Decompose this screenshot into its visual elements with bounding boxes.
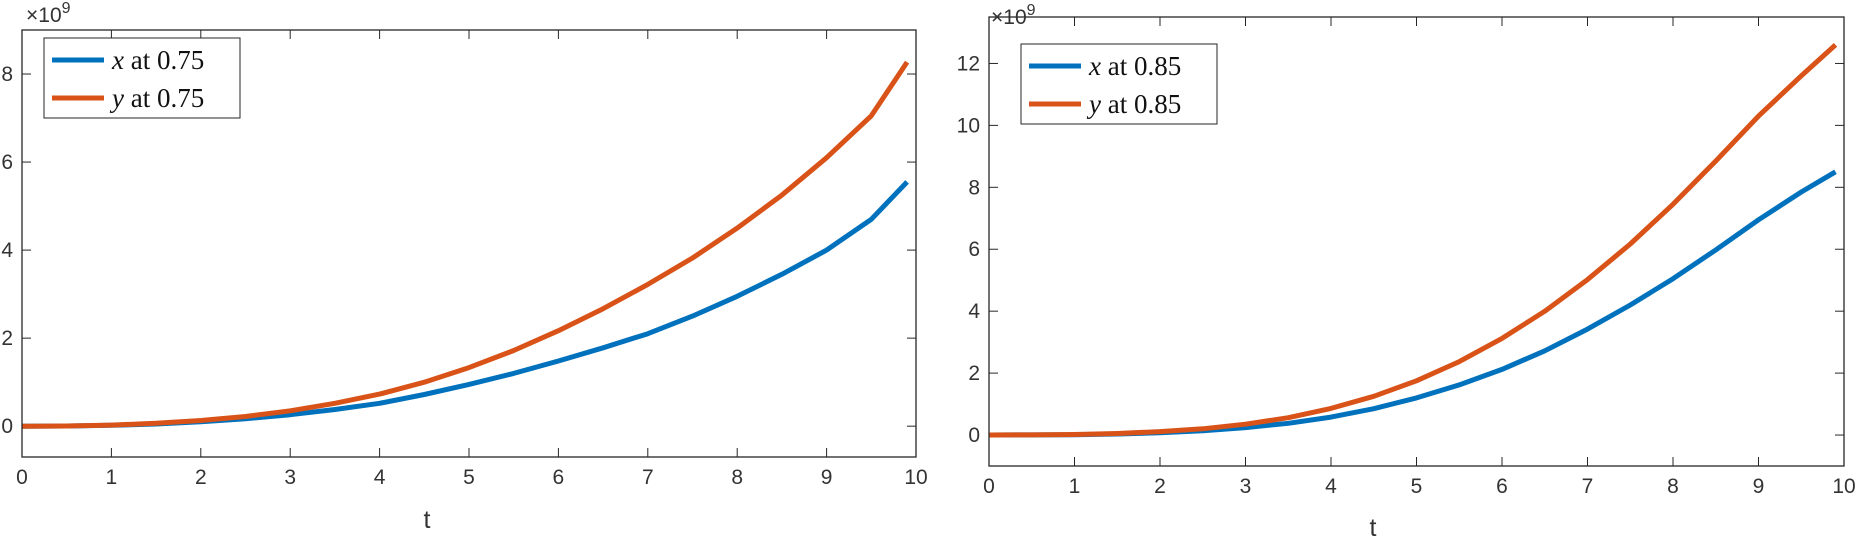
legend-entry-y: y at 0.85 <box>1086 89 1181 119</box>
legend: x at 0.85 y at 0.85 <box>1020 43 1218 125</box>
y-exponent-base: ×10 <box>26 4 62 27</box>
series-line-y <box>988 43 1838 438</box>
legend: x at 0.75 y at 0.75 <box>43 37 241 119</box>
legend-entry-y-var: y <box>109 83 124 113</box>
x-tick-label: 8 <box>731 466 743 489</box>
y-tick-label: 10 <box>957 114 980 137</box>
x-axis-label: t <box>424 506 431 534</box>
x-tick-label: 5 <box>1411 475 1423 498</box>
x-tick-label: 10 <box>904 466 927 489</box>
y-tick-label: 0 <box>968 424 980 447</box>
series-line-y <box>21 60 910 429</box>
x-tick-label: 3 <box>284 466 296 489</box>
x-axis-label: t <box>1370 514 1377 540</box>
y-tick-label: 4 <box>1 239 13 262</box>
y-tick-label: 12 <box>957 52 980 75</box>
x-tick-label: 1 <box>1069 475 1081 498</box>
y-tick-label: 8 <box>968 176 980 199</box>
legend-box <box>43 37 241 119</box>
x-tick-label: 2 <box>195 466 207 489</box>
x-tick-label: 1 <box>106 466 118 489</box>
x-tick-label: 2 <box>1154 475 1166 498</box>
y-tick-label: 0 <box>1 415 13 438</box>
x-tick-label: 3 <box>1240 475 1252 498</box>
x-tick-label: 7 <box>642 466 654 489</box>
legend-entry-x-rest: at 0.75 <box>124 45 204 75</box>
y-exponent-power: 9 <box>1027 2 1036 19</box>
x-tick-label: 8 <box>1667 475 1679 498</box>
legend-entry-y-rest: at 0.85 <box>1101 89 1181 119</box>
x-tick-label: 6 <box>553 466 565 489</box>
x-tick-label: 4 <box>1325 475 1337 498</box>
x-tick-label: 10 <box>1832 475 1855 498</box>
legend-entry-x-var: x <box>1088 51 1101 81</box>
legend-entry-x: x at 0.85 <box>1088 51 1181 81</box>
y-exponent-label: ×109 <box>991 2 1036 29</box>
legend-entry-y-rest: at 0.75 <box>124 83 204 113</box>
x-tick-label: 5 <box>463 466 475 489</box>
y-tick-label: 2 <box>968 362 980 385</box>
x-tick-labels: 0 1 2 3 4 5 6 7 8 9 10 <box>16 466 928 489</box>
plot-frame <box>988 16 1845 467</box>
y-tick-label: 6 <box>968 238 980 261</box>
y-tick-label: 8 <box>1 63 13 86</box>
legend-entry-x: x at 0.75 <box>111 45 204 75</box>
x-tick-label: 7 <box>1582 475 1594 498</box>
x-tick-label: 4 <box>374 466 386 489</box>
legend-entry-x-var: x <box>111 45 124 75</box>
x-tick-labels: 0 1 2 3 4 5 6 7 8 9 10 <box>983 475 1856 498</box>
x-tick-label: 6 <box>1496 475 1508 498</box>
x-tick-label: 0 <box>16 466 28 489</box>
series-group <box>21 60 910 429</box>
y-tick-labels: 0 2 4 6 8 <box>1 63 13 438</box>
legend-entry-x-rest: at 0.85 <box>1101 51 1181 81</box>
y-tick-label: 6 <box>1 151 13 174</box>
x-tick-label: 9 <box>821 466 833 489</box>
y-tick-labels: 0 2 4 6 8 10 12 <box>957 52 981 447</box>
legend-box <box>1020 43 1218 125</box>
legend-entry-y: y at 0.75 <box>109 83 204 113</box>
x-tick-label: 9 <box>1753 475 1765 498</box>
plot-frame <box>21 29 917 458</box>
y-exponent-power: 9 <box>62 0 71 17</box>
y-tick-label: 2 <box>1 327 13 350</box>
series-group <box>988 43 1838 438</box>
legend-entry-y-var: y <box>1086 89 1101 119</box>
y-exponent-label: ×109 <box>26 0 71 27</box>
y-tick-label: 4 <box>968 300 980 323</box>
y-exponent-base: ×10 <box>991 6 1027 29</box>
x-tick-label: 0 <box>983 475 995 498</box>
